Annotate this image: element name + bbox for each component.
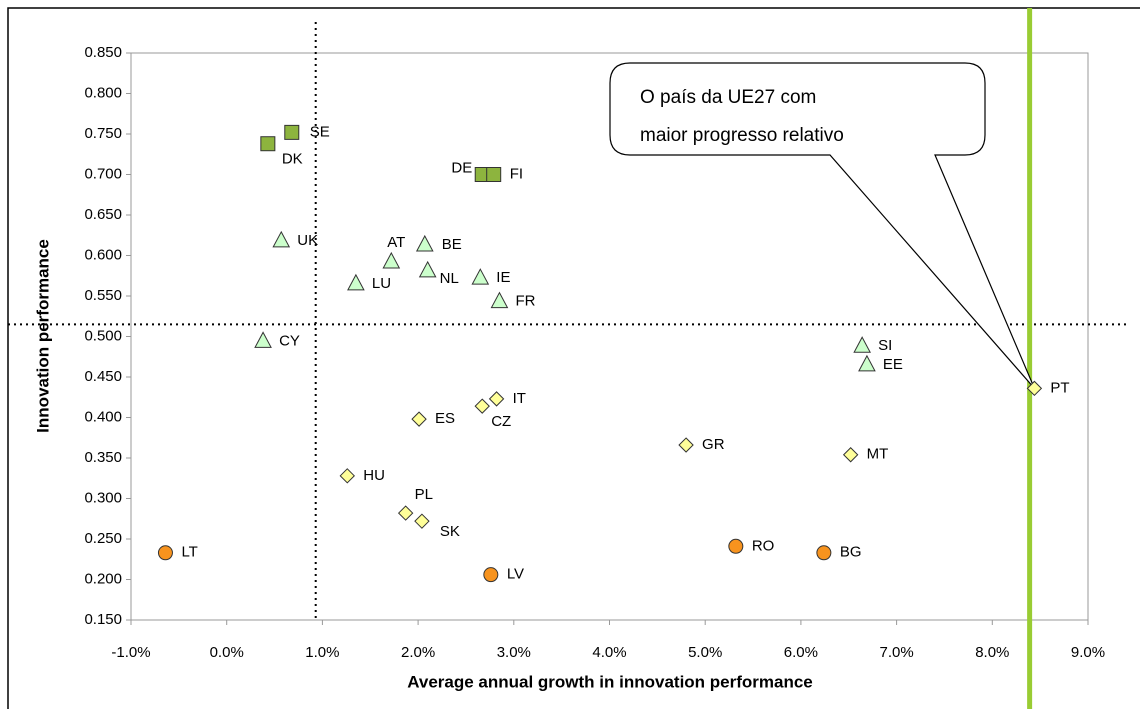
point-label: RO <box>752 537 775 554</box>
point <box>397 505 414 521</box>
x-axis-label: Average annual growth in innovation perf… <box>407 672 813 691</box>
point-label: BE <box>442 236 462 253</box>
y-tick-label: 0.650 <box>84 206 122 223</box>
y-tick-label: 0.200 <box>84 570 122 587</box>
x-tick-label: 3.0% <box>497 644 531 661</box>
x-tick-label: 0.0% <box>210 644 244 661</box>
point <box>483 567 499 583</box>
point-label: LV <box>507 566 524 583</box>
point <box>415 234 434 252</box>
point-label: PT <box>1050 379 1069 396</box>
y-tick-label: 0.850 <box>84 44 122 61</box>
y-tick-label: 0.750 <box>84 125 122 142</box>
x-tick-label: -1.0% <box>111 644 150 661</box>
annotation-text: maior progresso relativo <box>640 125 844 146</box>
point-label: SI <box>878 337 892 354</box>
point-label: NL <box>440 270 459 287</box>
x-tick-label: 2.0% <box>401 644 435 661</box>
point <box>414 513 430 529</box>
point <box>272 230 291 248</box>
point <box>474 398 490 414</box>
point-label: AT <box>387 234 405 251</box>
x-tick-label: 6.0% <box>784 644 818 661</box>
point-label: SE <box>310 123 330 140</box>
point <box>471 268 490 285</box>
y-tick-label: 0.600 <box>84 246 122 263</box>
point-label: EE <box>883 356 903 373</box>
point <box>853 336 871 353</box>
point-label: ES <box>435 410 455 427</box>
point <box>339 468 355 484</box>
point <box>816 545 832 561</box>
point-label: IT <box>513 390 526 407</box>
x-tick-label: 4.0% <box>592 644 626 661</box>
y-tick-label: 0.350 <box>84 449 122 466</box>
y-axis-label: Innovation performance <box>33 239 52 433</box>
y-tick-label: 0.800 <box>84 84 122 101</box>
point <box>488 391 505 407</box>
point-label: IE <box>496 269 510 286</box>
point <box>728 538 744 554</box>
point <box>1026 380 1043 397</box>
point-label: HU <box>363 467 385 484</box>
y-tick-label: 0.500 <box>84 327 122 344</box>
point-label: MT <box>867 446 889 463</box>
point <box>284 124 300 140</box>
y-tick-label: 0.450 <box>84 368 122 385</box>
point-label: DK <box>282 151 303 168</box>
frame <box>7 7 1140 709</box>
point-label: CZ <box>491 413 511 430</box>
point-label: DE <box>451 159 472 176</box>
callout <box>609 62 1035 389</box>
point-label: GR <box>702 436 725 453</box>
point <box>157 545 173 561</box>
point <box>347 273 365 291</box>
x-tick-label: 5.0% <box>688 644 722 661</box>
point <box>486 167 502 182</box>
point-label: UK <box>297 232 318 249</box>
point-label: CY <box>279 332 300 349</box>
y-tick-label: 0.300 <box>84 489 122 506</box>
point-label: FR <box>515 293 535 310</box>
y-tick-label: 0.700 <box>84 165 122 182</box>
point <box>411 411 427 427</box>
y-tick-label: 0.250 <box>84 530 122 547</box>
point <box>254 331 272 348</box>
point <box>490 291 509 309</box>
point-label: LU <box>372 275 391 292</box>
point <box>382 251 401 269</box>
point-label: PL <box>415 486 433 503</box>
x-tick-label: 8.0% <box>975 644 1009 661</box>
point <box>858 354 876 372</box>
point-label: SK <box>440 523 460 540</box>
point-label: LT <box>181 544 197 561</box>
y-tick-label: 0.550 <box>84 287 122 304</box>
point <box>260 136 276 152</box>
y-tick-label: 0.150 <box>84 611 122 628</box>
y-tick-label: 0.400 <box>84 408 122 425</box>
x-tick-label: 9.0% <box>1071 644 1105 661</box>
point <box>418 260 437 278</box>
point <box>678 437 694 453</box>
point-label: BG <box>840 544 862 561</box>
x-tick-label: 1.0% <box>305 644 339 661</box>
x-tick-label: 7.0% <box>879 644 913 661</box>
annotation-text: O país da UE27 com <box>640 87 816 108</box>
point <box>842 447 859 463</box>
point-label: FI <box>510 165 523 182</box>
